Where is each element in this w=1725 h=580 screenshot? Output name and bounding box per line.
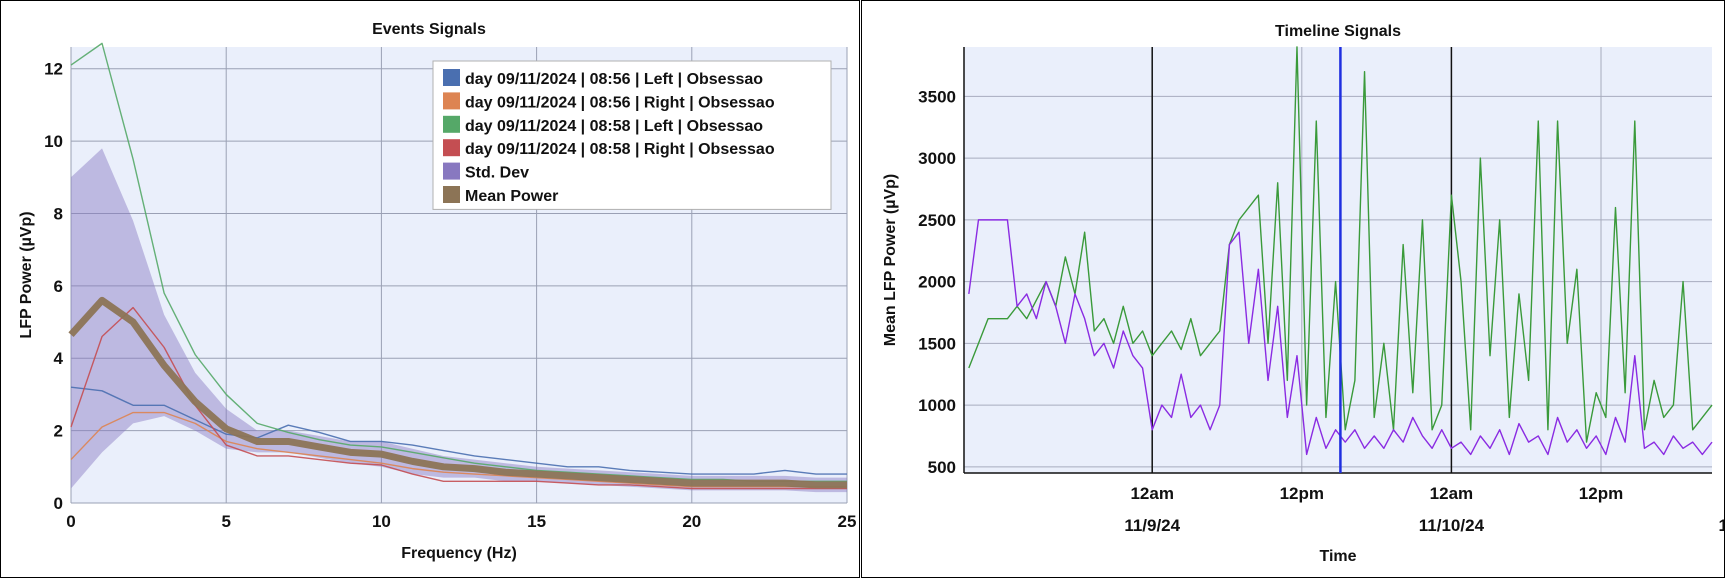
series-line	[70, 386, 847, 475]
y-tick-labels: 500 1000 1500 2000 2500 3000 3500	[918, 87, 956, 476]
legend-swatch	[443, 162, 460, 180]
x-tick-labels: 12am11/9/2412pm12am11/10/2412pm12am11/11…	[1124, 484, 1724, 535]
x-tick-label: 0	[66, 512, 75, 531]
legend-swatch	[443, 139, 460, 157]
y-axis-label: Mean LFP Power (µVp)	[882, 174, 899, 347]
timeline-series-line	[968, 219, 1713, 456]
grid	[963, 47, 1712, 474]
x-tick-labels: 0 5 10 15 20 25	[66, 512, 856, 531]
legend-label: day 09/11/2024 | 08:58 | Left | Obsessao	[465, 118, 763, 135]
x-tick-label: 12pm	[1280, 484, 1324, 503]
legend-label: day 09/11/2024 | 08:56 | Left | Obsessao	[465, 71, 763, 88]
legend-swatch	[443, 69, 460, 86]
x-tick-label: 12am	[1130, 484, 1173, 503]
series-line	[70, 411, 847, 488]
y-tick-label: 12	[44, 60, 63, 79]
y-tick-label: 6	[54, 277, 63, 296]
legend-label: day 09/11/2024 | 08:56 | Right | Obsessa…	[465, 94, 775, 111]
legend-box	[432, 60, 832, 210]
y-tick-label: 10	[44, 132, 63, 151]
y-tick-label: 0	[54, 494, 63, 513]
x-tick-date-label: 11/11/24	[1718, 516, 1724, 535]
y-tick-label: 1500	[918, 334, 956, 353]
y-tick-label: 3500	[918, 87, 956, 106]
legend-swatch	[443, 92, 460, 110]
x-tick-label: 10	[372, 512, 391, 531]
x-axis-label: Frequency (Hz)	[401, 545, 517, 562]
y-tick-label: 2500	[918, 211, 956, 230]
x-axis-label: Time	[1319, 548, 1356, 565]
y-tick-label: 500	[928, 458, 956, 477]
events-signals-panel: Events Signals 0 5 10 15 20 25 0 2 4 6 8 10 12 Freq…	[0, 0, 860, 578]
x-tick-label: 5	[221, 512, 230, 531]
y-axis-label: LFP Power (µVp)	[18, 211, 35, 338]
x-tick-date-label: 11/10/24	[1419, 516, 1485, 535]
y-tick-label: 1000	[918, 396, 956, 415]
y-tick-labels: 0 2 4 6 8 10 12	[44, 60, 63, 513]
series-lines	[968, 46, 1713, 473]
y-tick-label: 2000	[918, 273, 956, 292]
legend-swatch	[443, 186, 460, 203]
series-line	[70, 306, 847, 490]
series-lines	[68, 42, 847, 490]
y-tick-label: 4	[54, 349, 64, 368]
legend-label: day 09/11/2024 | 08:58 | Right | Obsessa…	[465, 141, 775, 158]
x-tick-label: 20	[682, 512, 701, 531]
legend: day 09/11/2024 | 08:56 | Left | Obsessao…	[432, 60, 832, 210]
x-tick-label: 25	[838, 512, 857, 531]
series-line	[70, 42, 847, 482]
legend-label: Std. Dev	[465, 165, 529, 182]
mean-power-line	[68, 296, 847, 489]
chart-title: Events Signals	[372, 21, 486, 38]
x-tick-label: 12am	[1430, 484, 1473, 503]
chart-title: Timeline Signals	[1275, 23, 1401, 40]
legend-label: Mean Power	[465, 188, 558, 205]
timeline-signals-chart: Timeline Signals 12am 11/9/24 12pm 12am 11/1…	[882, 23, 1724, 565]
y-tick-label: 3000	[918, 149, 956, 168]
y-tick-label: 8	[54, 204, 63, 223]
timeline-series-line	[968, 46, 1713, 443]
x-tick-label: 12pm	[1579, 484, 1623, 503]
y-tick-label: 2	[54, 422, 63, 441]
timeline-signals-panel: Timeline Signals 12am 11/9/24 12pm 12am 11/1…	[861, 0, 1725, 578]
events-signals-chart: Events Signals 0 5 10 15 20 25 0 2 4 6 8 10 12 Freq…	[18, 21, 856, 562]
legend-swatch	[443, 115, 460, 133]
x-tick-date-label: 11/9/24	[1124, 516, 1180, 535]
grid	[70, 47, 848, 504]
x-tick-label: 15	[527, 512, 546, 531]
plot-area	[964, 47, 1712, 473]
